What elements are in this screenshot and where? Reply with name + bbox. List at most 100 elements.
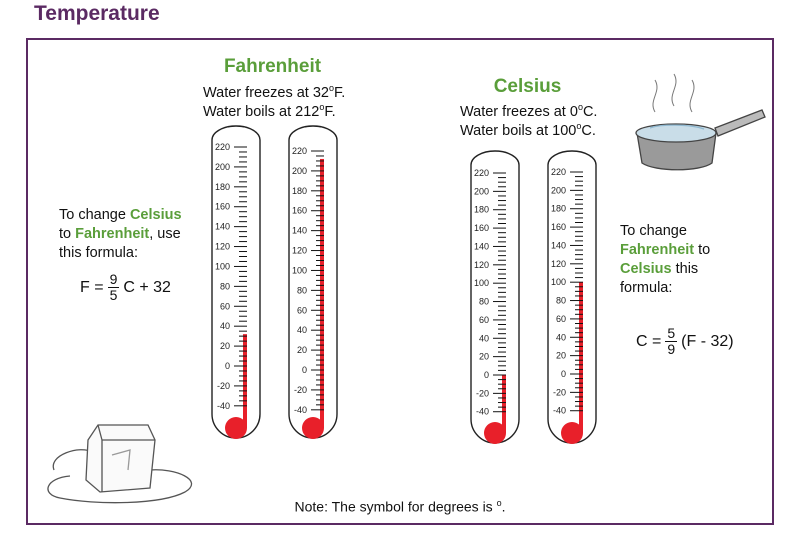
scale-label: 80 [479, 297, 489, 307]
fahrenheit-freeze-label: Water freezes at 32 [203, 84, 329, 101]
scale-label: 180 [292, 186, 307, 196]
degree-symbol: o [576, 121, 582, 131]
formula-lhs: C = [636, 332, 662, 350]
right-text-celsius: Celsius [620, 261, 672, 277]
scale-label: 0 [225, 361, 230, 371]
mercury-column [502, 375, 506, 433]
scale-label: 20 [479, 352, 489, 362]
degree-symbol: o [496, 498, 502, 508]
right-instruction-line-1: To change [620, 223, 687, 239]
scale-label: 140 [551, 240, 566, 250]
scale-label: 20 [297, 345, 307, 355]
fahrenheit-boil-unit: F. [324, 103, 336, 120]
scale-label: 120 [474, 260, 489, 270]
scale-label: 0 [484, 370, 489, 380]
thermometer-body [470, 150, 520, 444]
celsius-freeze-text: Water freezes at 0oC. [460, 98, 597, 122]
scale-label: 120 [551, 259, 566, 269]
left-instruction-line-1: To change Celsius [59, 206, 182, 225]
formula-rhs: C + 32 [123, 278, 171, 296]
mercury-column [320, 158, 324, 429]
mercury-bulb [484, 422, 506, 444]
scale-label: 20 [556, 351, 566, 361]
scale-label: 200 [292, 166, 307, 176]
right-instruction-line-3: Celsius this [620, 260, 698, 279]
scale-label: 140 [474, 241, 489, 251]
fraction-denominator: 5 [109, 287, 118, 303]
right-text-2b: to [694, 242, 711, 258]
scale-label: 40 [556, 332, 566, 342]
scale-label: 200 [474, 186, 489, 196]
scale-label: 0 [302, 365, 307, 375]
scale-label: 0 [561, 369, 566, 379]
scale-label: -40 [553, 406, 566, 416]
fahrenheit-boil-text: Water boils at 212oF. [203, 98, 336, 122]
scale-label: 40 [479, 333, 489, 343]
celsius-boil-label: Water boils at 100 [460, 122, 577, 139]
scale-label: -20 [217, 381, 230, 391]
scale-label: 100 [215, 261, 230, 271]
scale-label: 220 [474, 168, 489, 178]
degree-symbol: o [577, 102, 583, 112]
scale-label: 100 [551, 277, 566, 287]
celsius-boil-unit: C. [581, 122, 596, 139]
scale-label: 160 [215, 202, 230, 212]
thermometer-body [288, 125, 338, 439]
celsius-heading: Celsius [493, 76, 562, 97]
thermometer-body [211, 125, 261, 439]
scale-label: 140 [215, 222, 230, 232]
fraction-denominator: 9 [667, 341, 676, 357]
left-text-2c: , use [149, 226, 181, 242]
degree-note: Note: The symbol for degrees is o. [0, 498, 800, 515]
scale-label: 200 [215, 162, 230, 172]
formula-lhs: F = [80, 278, 104, 296]
note-period: . [501, 498, 506, 515]
fahrenheit-boil-label: Water boils at 212 [203, 103, 320, 120]
left-text-celsius: Celsius [129, 207, 182, 223]
right-instruction-line-2: Fahrenheit to [620, 241, 710, 260]
celsius-boil-text: Water boils at 100oC. [460, 117, 596, 141]
right-text-fahrenheit: Fahrenheit [620, 242, 695, 258]
scale-label: -40 [476, 407, 489, 417]
scale-label: -20 [294, 385, 307, 395]
scale-label: 220 [292, 146, 307, 156]
left-text-fahrenheit: Fahrenheit [75, 226, 150, 242]
scale-label: 160 [474, 223, 489, 233]
scale-label: 40 [220, 321, 230, 331]
mercury-bulb [561, 422, 583, 444]
left-instruction-line-2: to Fahrenheit, use [59, 225, 181, 244]
scale-label: 220 [215, 142, 230, 152]
fahrenheit-freeze-unit: F. [334, 84, 346, 101]
scale-label: 220 [551, 167, 566, 177]
scale-label: 120 [292, 246, 307, 256]
scale-label: 100 [474, 278, 489, 288]
scale-label: 80 [220, 281, 230, 291]
mercury-bulb [225, 417, 247, 439]
content-frame [26, 38, 774, 525]
scale-label: 60 [220, 301, 230, 311]
scale-label: 100 [292, 265, 307, 275]
left-text-2a: to [59, 226, 76, 242]
scale-label: 160 [551, 222, 566, 232]
scale-label: -40 [217, 401, 230, 411]
degree-symbol: o [319, 102, 325, 112]
scale-label: 180 [215, 182, 230, 192]
degree-symbol: o [329, 83, 335, 93]
scale-label: 200 [551, 185, 566, 195]
page-title: Temperature [34, 2, 160, 25]
mercury-bulb [302, 417, 324, 439]
scale-label: 60 [556, 314, 566, 324]
scale-label: -20 [476, 388, 489, 398]
scale-label: 140 [292, 226, 307, 236]
fahrenheit-freeze-text: Water freezes at 32oF. [203, 79, 345, 103]
thermometer-body [547, 150, 597, 444]
scale-label: 180 [551, 204, 566, 214]
scale-label: -40 [294, 405, 307, 415]
scale-label: 40 [297, 325, 307, 335]
scale-label: 160 [292, 206, 307, 216]
